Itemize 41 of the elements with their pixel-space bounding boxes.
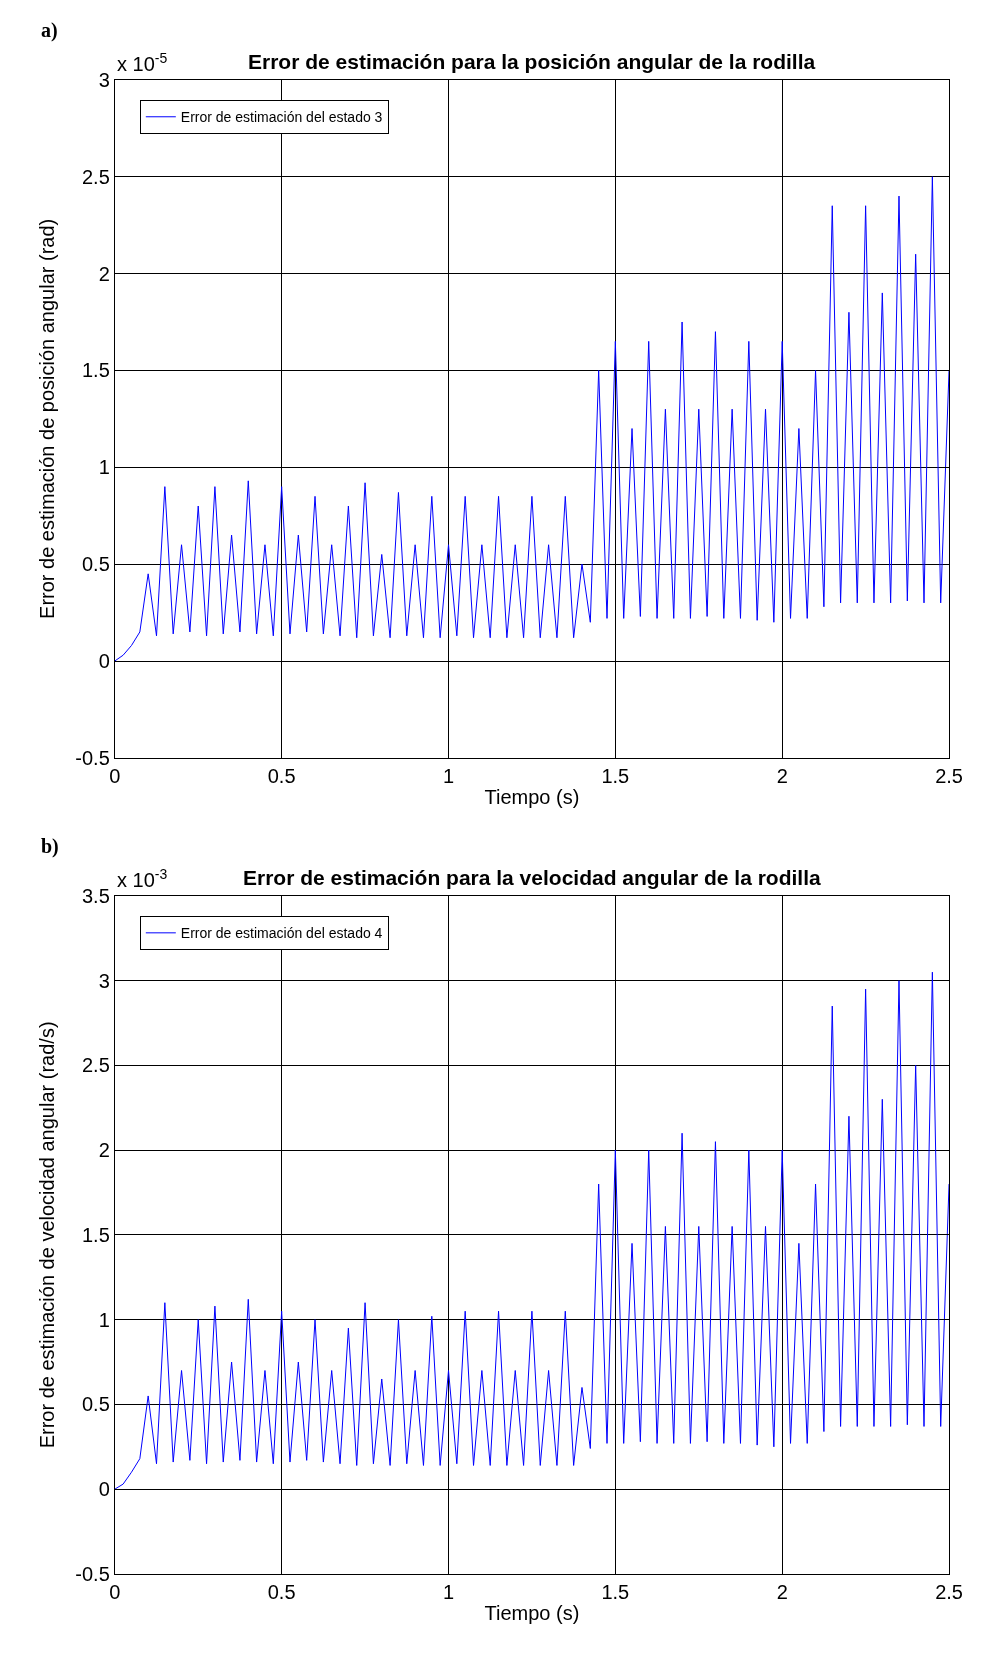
legend-label: Error de estimación del estado 3 xyxy=(180,109,383,126)
y-tick-label: 1 xyxy=(98,456,110,479)
y-tick-label: -0.5 xyxy=(75,746,110,769)
y-tick-label: 1.5 xyxy=(81,1223,110,1246)
y-tick-label: 3 xyxy=(98,68,110,91)
y-tick-label: 0.5 xyxy=(81,553,110,576)
y-tick-label: 1 xyxy=(98,1308,110,1331)
x-tick-label: 0.5 xyxy=(267,1580,296,1603)
y-tick-label: 1.5 xyxy=(81,359,110,382)
y-tick-label: -0.5 xyxy=(75,1562,110,1585)
line-series xyxy=(114,971,950,1490)
line-series xyxy=(114,176,950,662)
legend-label: Error de estimación del estado 4 xyxy=(180,925,383,942)
text: b) xyxy=(41,835,59,858)
y-axis-title: Error de estimación de velocidad angular (rad/s) xyxy=(35,1021,58,1449)
y-axis-title: Error de estimación de posición angular (rad) xyxy=(35,218,58,619)
x-tick-label: 2 xyxy=(776,764,788,787)
chart-title: Error de estimación para la posición angular de la rodilla xyxy=(248,50,816,73)
chart-title: Error de estimación para la velocidad angular de la rodilla xyxy=(243,866,822,889)
y-tick-label: 2 xyxy=(98,1139,110,1162)
y-tick-label: 0 xyxy=(98,650,110,672)
x-tick-label: 0.5 xyxy=(267,764,296,787)
y-tick-label: 3 xyxy=(98,969,110,992)
y-tick-label: 2.5 xyxy=(81,165,110,188)
y-tick-label: 0.5 xyxy=(81,1393,110,1416)
y-tick-label: 2 xyxy=(98,262,110,285)
y-tick-label: 2.5 xyxy=(81,1054,110,1077)
x-tick-label: 2.5 xyxy=(935,764,963,787)
x-tick-label: 2 xyxy=(776,1580,788,1603)
y-tick-label: 0 xyxy=(98,1478,110,1501)
x-tick-label: 1 xyxy=(442,1580,455,1603)
x-tick-label: 1 xyxy=(442,764,455,787)
x-tick-label: 1.5 xyxy=(601,764,630,787)
text: a) xyxy=(41,19,58,42)
x-axis-title: Tiempo (s) xyxy=(484,1602,580,1625)
x-axis-title: Tiempo (s) xyxy=(484,786,580,809)
text: x 10$^{-5}$ xyxy=(117,50,168,76)
x-tick-label: 1.5 xyxy=(601,1580,630,1603)
x-tick-label: 2.5 xyxy=(935,1580,963,1603)
text: x 10$^{-3}$ xyxy=(117,866,168,892)
y-tick-label: 3.5 xyxy=(81,884,110,907)
